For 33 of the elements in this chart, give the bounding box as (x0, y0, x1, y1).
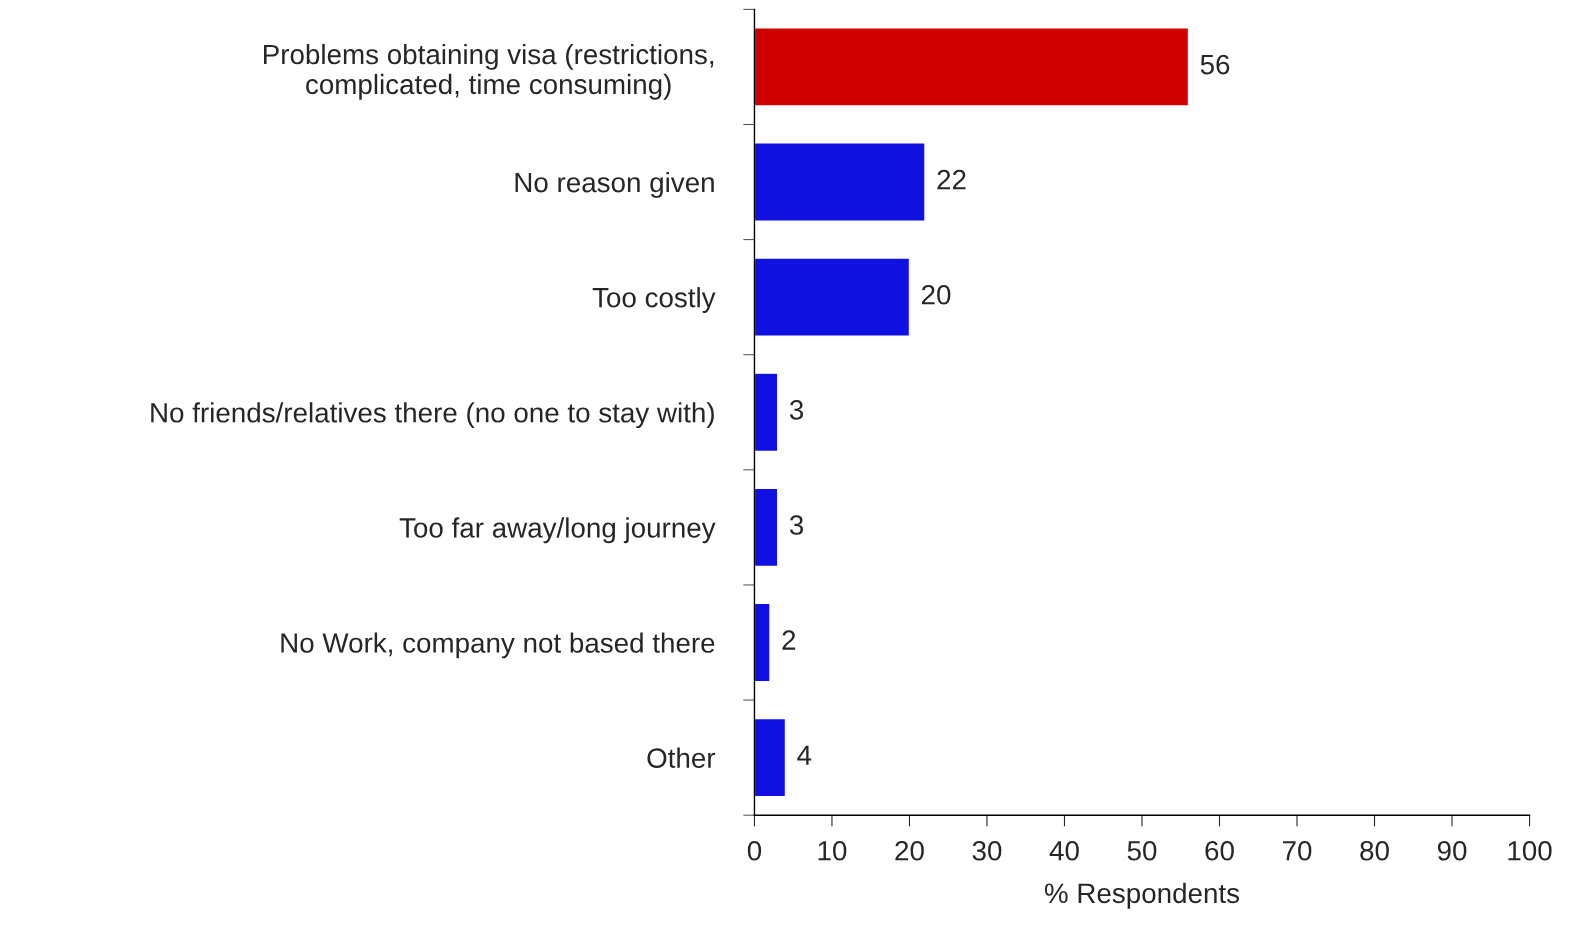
bar (754, 487, 779, 568)
x-tick-label: 50 (1127, 840, 1157, 861)
data-label: 22 (937, 169, 966, 190)
x-tick-label: 30 (972, 840, 1002, 861)
y-tick-label: No Work, company not based there (281, 632, 715, 659)
data-label: 56 (1200, 54, 1230, 75)
data-label: 4 (797, 745, 812, 765)
x-tick-label: 100 (1508, 840, 1552, 861)
y-tick-label: Other (647, 747, 716, 768)
data-label: 20 (921, 284, 951, 305)
y-tick-label: No friends/relatives there (no one to stay with) (151, 402, 714, 429)
x-tick-label: 70 (1282, 840, 1312, 861)
bar (754, 372, 779, 453)
x-tick-label: 90 (1437, 840, 1467, 861)
data-label: 2 (782, 630, 796, 650)
bar (754, 142, 926, 222)
data-label: 3 (789, 400, 804, 420)
x-tick-label: 20 (895, 840, 924, 861)
y-tick-label: Problems obtaining visa (restrictions, complicated, time consuming) (263, 43, 714, 100)
x-tick-label: 40 (1049, 840, 1079, 861)
bar (754, 602, 771, 683)
y-tick-label: Too far away/long journey (399, 517, 716, 544)
bar (754, 257, 911, 337)
x-tick-label: 0 (747, 840, 762, 861)
bar (754, 27, 1190, 107)
x-tick-label: 80 (1360, 840, 1389, 861)
y-tick-label: Too costly (592, 287, 716, 313)
x-axis-title: % Respondents (1044, 882, 1240, 909)
bar (754, 717, 787, 798)
x-tick-label: 10 (818, 840, 847, 861)
y-tick-label: No reason given (515, 171, 714, 198)
data-label: 3 (789, 515, 804, 535)
x-tick-label: 60 (1205, 840, 1234, 861)
